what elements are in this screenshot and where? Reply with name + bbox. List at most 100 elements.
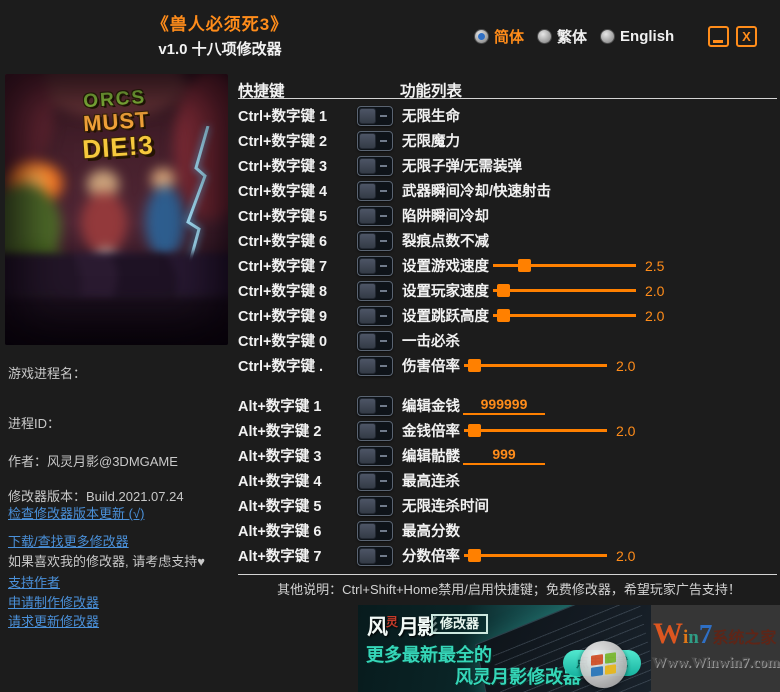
- radio-selected-icon[interactable]: [474, 29, 489, 44]
- lang-option-traditional[interactable]: 繁体: [537, 26, 587, 47]
- hotkey-label: Ctrl+数字键 8: [238, 284, 328, 300]
- toggle-knob-icon: [359, 132, 376, 149]
- toggle-switch[interactable]: [357, 180, 393, 201]
- value-slider: 2.0: [493, 308, 664, 324]
- hotkey-row: Ctrl+数字键 . 伤害倍率 2.0: [238, 353, 780, 378]
- hotkey-row: Ctrl+数字键 3 无限子弹/无需装弹: [238, 153, 780, 178]
- function-label: 裂痕点数不减: [402, 234, 489, 250]
- function-label: 最高连杀: [402, 474, 460, 490]
- slider-knob[interactable]: [468, 549, 481, 562]
- more-trainers-link[interactable]: 下载/查找更多修改器: [8, 534, 129, 549]
- hotkey-column-header: 快捷键: [238, 83, 285, 100]
- lang-option-simplified[interactable]: 简体: [474, 26, 524, 47]
- function-label: 设置跳跃高度: [402, 309, 489, 325]
- slider-knob[interactable]: [497, 309, 510, 322]
- toggle-switch[interactable]: [357, 255, 393, 276]
- hotkey-label: Alt+数字键 6: [238, 524, 322, 540]
- toggle-switch[interactable]: [357, 280, 393, 301]
- toggle-off-dash-icon: [380, 529, 387, 532]
- radio-icon[interactable]: [600, 29, 616, 44]
- function-label: 无限魔力: [402, 134, 460, 150]
- toggle-off-dash-icon: [380, 339, 387, 342]
- toggle-off-dash-icon: [380, 454, 387, 457]
- hotkey-row: Alt+数字键 4 最高连杀: [238, 468, 780, 493]
- toggle-switch[interactable]: [357, 230, 393, 251]
- toggle-off-dash-icon: [380, 189, 387, 192]
- toggle-knob-icon: [359, 107, 376, 124]
- win7-watermark: Win7系统之家 Www.Winwin7.com: [651, 605, 780, 692]
- toggle-off-dash-icon: [380, 289, 387, 292]
- toggle-knob-icon: [359, 232, 376, 249]
- slider-track[interactable]: [464, 424, 607, 437]
- toggle-switch[interactable]: [357, 470, 393, 491]
- slider-knob[interactable]: [468, 424, 481, 437]
- toggle-switch[interactable]: [357, 445, 393, 466]
- lang-label: 简体: [494, 29, 525, 46]
- hotkey-row: Alt+数字键 5 无限连杀时间: [238, 493, 780, 518]
- toggle-switch[interactable]: [357, 395, 393, 416]
- toggle-switch[interactable]: [357, 330, 393, 351]
- toggle-switch[interactable]: [357, 545, 393, 566]
- toggle-switch[interactable]: [357, 495, 393, 516]
- toggle-knob-icon: [359, 282, 376, 299]
- toggle-off-dash-icon: [380, 239, 387, 242]
- orc-crowd-silhouette: [5, 267, 228, 345]
- value-input[interactable]: [463, 446, 545, 465]
- title-block: 《兽人必须死3》 v1.0 十八项修改器: [40, 10, 400, 59]
- toggle-off-dash-icon: [380, 504, 387, 507]
- function-label: 武器瞬间冷却/快速射击: [402, 184, 552, 200]
- slider-track[interactable]: [493, 284, 636, 297]
- slider-value: 2.0: [645, 307, 665, 324]
- toggle-switch[interactable]: [357, 105, 393, 126]
- toggle-switch[interactable]: [357, 305, 393, 326]
- slider-track[interactable]: [493, 259, 636, 272]
- slider-track[interactable]: [493, 309, 636, 322]
- request-trainer-link[interactable]: 申请制作修改器: [8, 595, 100, 610]
- hotkey-row: Ctrl+数字键 5 陷阱瞬间冷却: [238, 203, 780, 228]
- hotkey-label: Alt+数字键 3: [238, 449, 322, 465]
- hotkey-row: Ctrl+数字键 9 设置跳跃高度 2.0: [238, 303, 780, 328]
- function-label: 编辑金钱: [402, 399, 460, 415]
- toggle-knob-icon: [359, 157, 376, 174]
- slider-knob[interactable]: [518, 259, 532, 272]
- close-button[interactable]: X: [736, 26, 757, 47]
- slider-track[interactable]: [464, 359, 607, 372]
- value-input[interactable]: [463, 396, 545, 415]
- toggle-switch[interactable]: [357, 205, 393, 226]
- trainer-subtitle: v1.0 十八项修改器: [158, 41, 282, 58]
- check-update-link[interactable]: 检查修改器版本更新 (√): [8, 506, 145, 521]
- hotkey-row: Alt+数字键 7 分数倍率 2.0: [238, 543, 780, 568]
- minimize-button[interactable]: [708, 26, 729, 47]
- slider-knob[interactable]: [468, 359, 481, 372]
- hotkey-label: Alt+数字键 7: [238, 549, 322, 565]
- toggle-knob-icon: [359, 257, 376, 274]
- language-switcher: 简体 繁体 English: [474, 26, 674, 47]
- toggle-off-dash-icon: [380, 404, 387, 407]
- radio-icon[interactable]: [537, 29, 553, 44]
- function-column-header: 功能列表: [400, 83, 463, 100]
- toggle-knob-icon: [359, 307, 376, 324]
- slider-knob[interactable]: [497, 284, 510, 297]
- toggle-knob-icon: [359, 207, 376, 224]
- toggle-switch[interactable]: [357, 155, 393, 176]
- toggle-switch[interactable]: [357, 420, 393, 441]
- hotkey-label: Ctrl+数字键 5: [238, 209, 328, 225]
- value-slider: 2.0: [464, 548, 635, 564]
- toggle-switch[interactable]: [357, 520, 393, 541]
- lang-option-english[interactable]: English: [600, 28, 674, 45]
- function-label: 无限连杀时间: [402, 499, 489, 515]
- slider-value: 2.0: [616, 422, 636, 439]
- game-title: 《兽人必须死3》: [151, 15, 289, 34]
- hotkey-row: Ctrl+数字键 7 设置游戏速度 2.5: [238, 253, 780, 278]
- function-label: 伤害倍率: [402, 359, 460, 375]
- slider-track[interactable]: [464, 549, 607, 562]
- toggle-switch[interactable]: [357, 130, 393, 151]
- hotkey-row: Ctrl+数字键 0 一击必杀: [238, 328, 780, 353]
- toggle-switch[interactable]: [357, 355, 393, 376]
- toggle-off-dash-icon: [380, 314, 387, 317]
- support-author-link[interactable]: 支持作者: [8, 575, 61, 590]
- request-update-link[interactable]: 请求更新修改器: [8, 614, 100, 629]
- process-name-label: 游戏进程名：: [8, 366, 87, 381]
- hotkey-row: Ctrl+数字键 1 无限生命: [238, 103, 780, 128]
